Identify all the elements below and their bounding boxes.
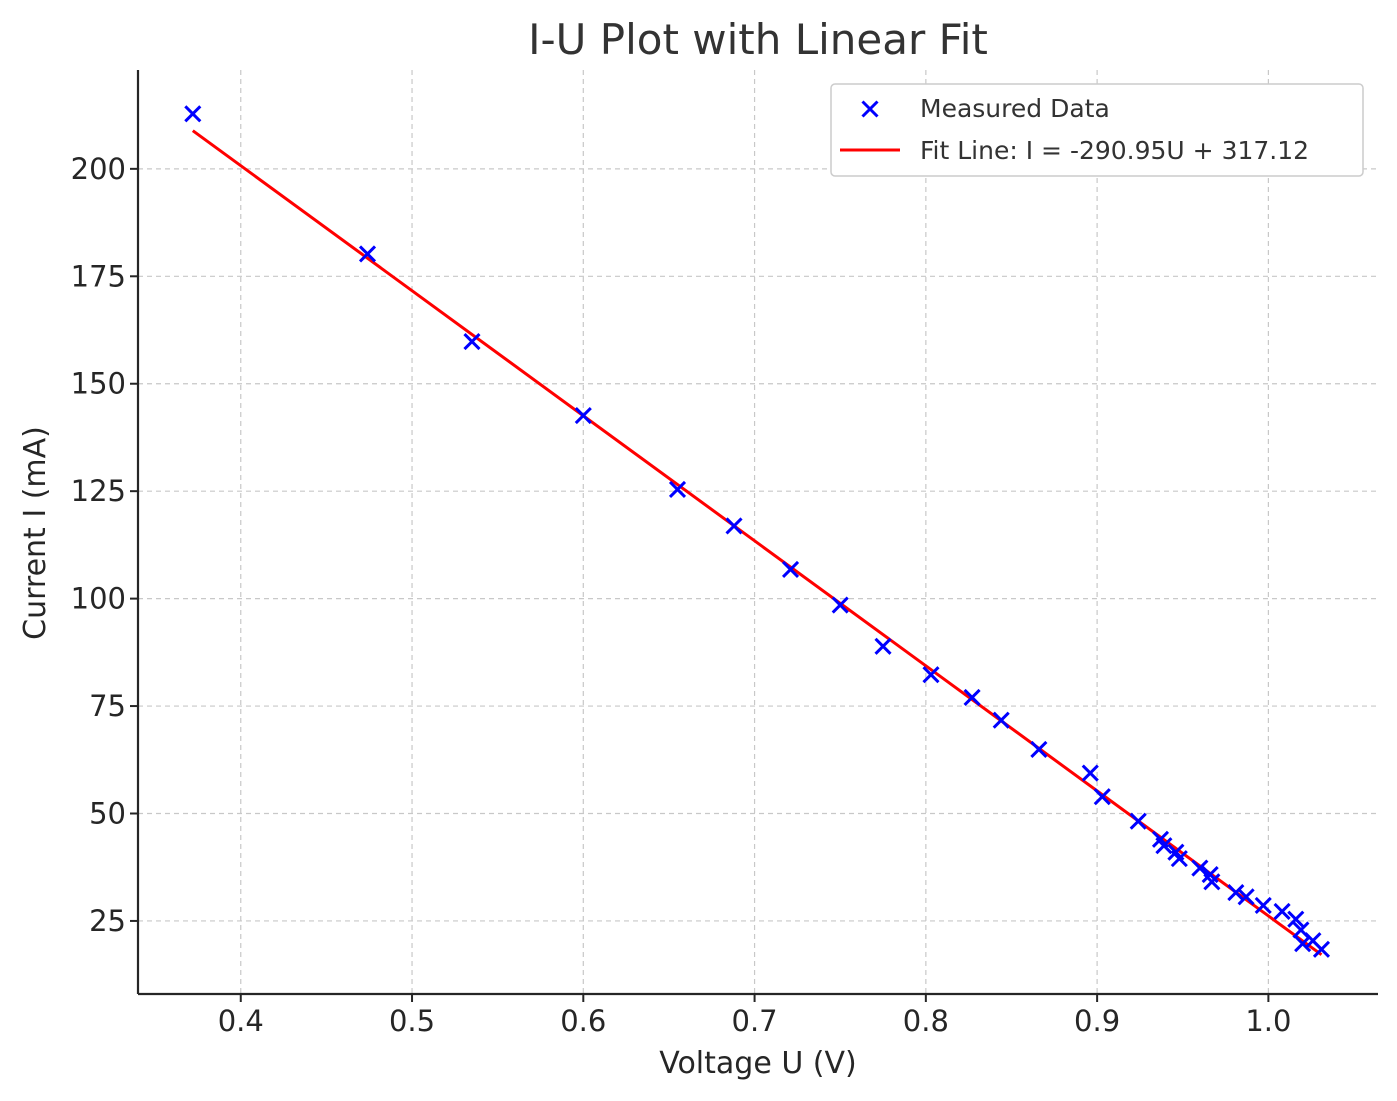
data-point <box>1170 850 1188 868</box>
data-point <box>1155 837 1173 855</box>
data-point <box>1312 940 1331 958</box>
y-tick-label: 125 <box>71 474 126 508</box>
plot-series <box>184 105 1331 958</box>
data-point <box>1203 873 1221 891</box>
data-point <box>358 245 377 263</box>
data-point <box>184 105 202 123</box>
x-tick-label: 0.7 <box>732 1004 778 1038</box>
data-point <box>574 406 592 425</box>
data-point <box>725 517 743 535</box>
data-point <box>781 560 800 578</box>
y-axis-ticks: 25 50 75 100 125 150 175 200 <box>71 152 138 938</box>
x-axis-ticks: 0.4 0.5 0.6 0.7 0.8 0.9 1.0 <box>218 994 1291 1038</box>
data-point <box>831 596 849 614</box>
data-point <box>1191 859 1209 877</box>
legend-label-measured-data: Measured Data <box>920 94 1110 123</box>
y-tick-label: 200 <box>71 152 126 186</box>
data-point <box>963 688 981 707</box>
data-point <box>1030 740 1048 759</box>
grid <box>138 70 1378 994</box>
data-point <box>922 666 940 684</box>
x-tick-label: 1.0 <box>1245 1004 1291 1038</box>
data-point <box>463 333 481 351</box>
data-point <box>1273 902 1291 921</box>
legend-box <box>830 83 1364 177</box>
data-point <box>1254 896 1272 915</box>
legend-label-fit-line: Fit Line: I = -290.95U + 317.12 <box>920 136 1309 165</box>
chart-title: I-U Plot with Linear Fit <box>528 15 988 64</box>
y-tick-label: 100 <box>71 582 126 616</box>
y-tick-label: 175 <box>71 259 126 293</box>
data-point <box>1287 910 1305 928</box>
x-tick-label: 0.4 <box>218 1004 264 1038</box>
data-point <box>874 637 892 655</box>
x-tick-label: 0.8 <box>903 1004 949 1038</box>
data-point <box>1294 935 1312 953</box>
y-tick-label: 150 <box>71 367 126 401</box>
y-tick-label: 25 <box>89 904 126 938</box>
data-point <box>1093 788 1111 806</box>
legend-marker-measured-data <box>861 100 879 118</box>
x-axis-title: Voltage U (V) <box>659 1046 857 1081</box>
data-point <box>1227 884 1245 902</box>
x-tick-label: 0.6 <box>560 1004 606 1038</box>
data-point <box>992 711 1010 729</box>
legend: Measured Data Fit Line: I = -290.95U + 3… <box>830 83 1364 177</box>
y-tick-label: 50 <box>89 796 126 830</box>
y-axis-title: Current I (mA) <box>18 426 53 640</box>
x-tick-label: 0.5 <box>389 1004 435 1038</box>
x-tick-label: 0.9 <box>1074 1004 1120 1038</box>
legend-marker-x <box>861 100 879 118</box>
data-point <box>1081 764 1099 782</box>
data-point <box>668 480 687 499</box>
data-point <box>1237 888 1255 906</box>
y-tick-label: 75 <box>89 689 126 723</box>
axes <box>136 70 1378 996</box>
data-point <box>1129 812 1147 830</box>
